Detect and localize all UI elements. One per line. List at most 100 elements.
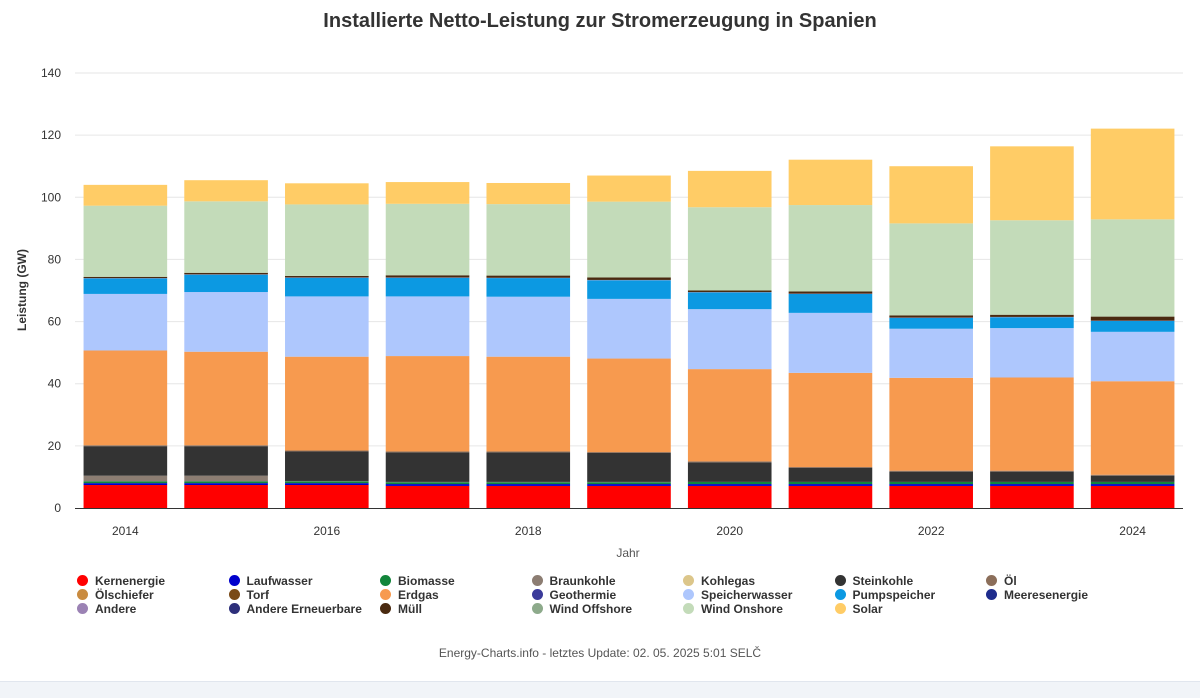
bar-segment <box>486 204 570 275</box>
bar-segment <box>1091 482 1175 484</box>
bar-segment <box>486 484 570 486</box>
legend-item[interactable]: Kernenergie <box>77 574 165 588</box>
bar-segment <box>1091 321 1175 332</box>
legend-item[interactable]: Torf <box>229 588 269 602</box>
bar-segment <box>84 278 168 294</box>
legend-item[interactable]: Laufwasser <box>229 574 313 588</box>
bar-segment <box>285 204 369 275</box>
bar-segment <box>990 315 1074 317</box>
bar-segment <box>184 292 268 352</box>
bar-segment <box>789 468 873 482</box>
legend-label: Braunkohle <box>550 574 616 588</box>
legend-item[interactable]: Wind Onshore <box>683 602 783 616</box>
bar-segment <box>386 484 470 486</box>
bar-segment <box>587 453 671 482</box>
legend-marker <box>835 589 846 600</box>
bar-segment <box>184 446 268 476</box>
legend-item[interactable]: Pumpspeicher <box>835 588 936 602</box>
bar-segment <box>1091 486 1175 508</box>
legend-label: Wind Offshore <box>550 602 633 616</box>
bar-segment <box>889 223 973 315</box>
bar-segment <box>1091 475 1175 476</box>
legend-label: Geothermie <box>550 588 617 602</box>
bar-segment <box>184 352 268 446</box>
legend-label: Andere <box>95 602 136 616</box>
bar-segment <box>889 484 973 486</box>
bar-segment <box>688 484 772 486</box>
bar-segment <box>789 467 873 468</box>
legend-item[interactable]: Speicherwasser <box>683 588 792 602</box>
bar-segment <box>386 452 470 482</box>
legend-item[interactable]: Steinkohle <box>835 574 914 588</box>
legend-item[interactable]: Braunkohle <box>532 574 616 588</box>
bar-segment <box>285 451 369 481</box>
bar-segment <box>1091 476 1175 482</box>
bar-segment <box>889 471 973 472</box>
x-tick-label: 2016 <box>313 524 340 538</box>
bar-segment <box>486 357 570 452</box>
bar-segment <box>889 315 973 317</box>
bar-segment <box>789 484 873 486</box>
bar-segment <box>84 294 168 351</box>
bar-segment <box>386 204 470 275</box>
bar-segment <box>1091 381 1175 475</box>
legend-label: Wind Onshore <box>701 602 783 616</box>
legend-label: Andere Erneuerbare <box>247 602 362 616</box>
y-tick-label: 0 <box>54 501 61 515</box>
legend-label: Meeresenergie <box>1004 588 1088 602</box>
bar-segment <box>990 482 1074 484</box>
bar-segment <box>486 451 570 452</box>
bar-segment <box>990 472 1074 482</box>
legend-marker <box>532 589 543 600</box>
legend-item[interactable]: Öl <box>986 574 1017 588</box>
bar-segment <box>1091 484 1175 486</box>
bar-segment <box>789 160 873 205</box>
legend-marker <box>77 589 88 600</box>
legend-item[interactable]: Andere <box>77 602 136 616</box>
bar-segment <box>688 207 772 290</box>
bar-segment <box>990 378 1074 471</box>
y-tick-label: 60 <box>48 315 62 329</box>
legend-item[interactable]: Geothermie <box>532 588 617 602</box>
bar-segment <box>84 206 168 277</box>
bar-segment <box>587 280 671 299</box>
bar-segment <box>84 350 168 445</box>
bar-segment <box>1091 332 1175 381</box>
bar-segment <box>486 183 570 204</box>
bar-segment <box>285 278 369 297</box>
bar-segment <box>285 296 369 356</box>
legend-item[interactable]: Ölschiefer <box>77 588 154 602</box>
legend-item[interactable]: Erdgas <box>380 588 439 602</box>
bar-segment <box>789 291 873 293</box>
legend-item[interactable]: Biomasse <box>380 574 455 588</box>
bar-segment <box>84 483 168 485</box>
bar-segment <box>84 446 168 476</box>
legend-item[interactable]: Kohlegas <box>683 574 755 588</box>
bar-segment <box>486 482 570 484</box>
legend-marker <box>835 603 846 614</box>
legend-item[interactable]: Andere Erneuerbare <box>229 602 362 616</box>
bar-segment <box>688 486 772 508</box>
legend-item[interactable]: Wind Offshore <box>532 602 633 616</box>
bar-segment <box>285 357 369 451</box>
bar-segment <box>486 278 570 297</box>
legend-item[interactable]: Solar <box>835 602 883 616</box>
bar-segment <box>789 373 873 467</box>
legend-item[interactable]: Meeresenergie <box>986 588 1088 602</box>
y-tick-label: 100 <box>41 190 61 204</box>
bar-segment <box>84 185 168 206</box>
bar-segment <box>990 328 1074 377</box>
legend-item[interactable]: Müll <box>380 602 422 616</box>
bar-segment <box>184 273 268 275</box>
bar-segment <box>889 329 973 378</box>
bar-segment <box>486 486 570 508</box>
bar-segment <box>587 277 671 279</box>
bar-segment <box>889 166 973 223</box>
bar-segment <box>889 378 973 471</box>
x-tick-label: 2018 <box>515 524 542 538</box>
legend-label: Kohlegas <box>701 574 755 588</box>
x-tick-label: 2022 <box>918 524 945 538</box>
footer-credit: Energy-Charts.info - letztes Update: 02.… <box>0 646 1200 660</box>
bar-segment <box>587 482 671 484</box>
